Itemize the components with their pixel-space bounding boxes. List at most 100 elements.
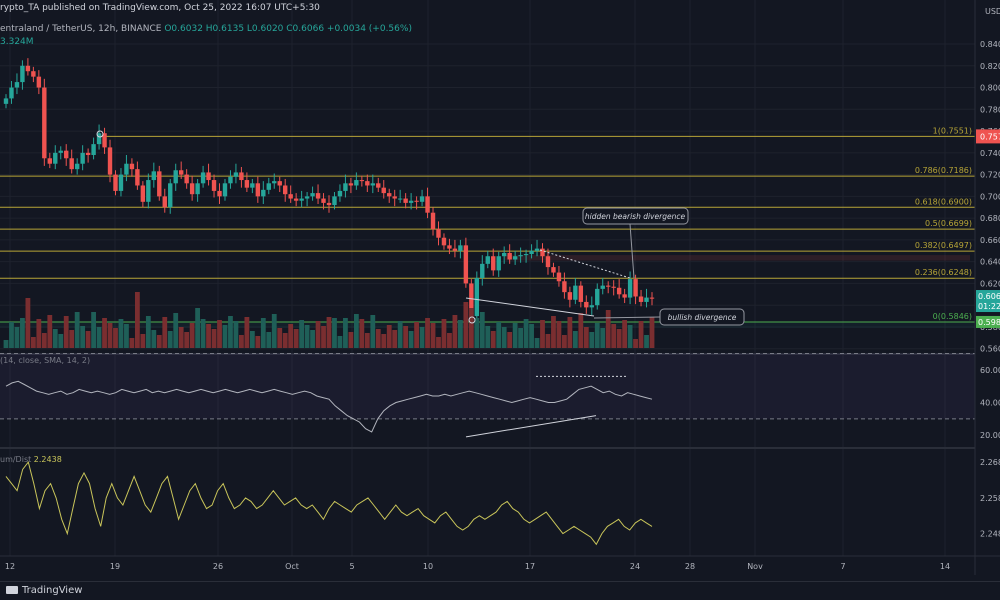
resistance-zone: [505, 255, 970, 261]
candle-body-38: [211, 180, 217, 191]
volume-bar-102: [562, 335, 567, 348]
candle-body-18: [102, 133, 107, 148]
rsi-label[interactable]: (14, close, SMA, 14, 2): [0, 356, 91, 365]
candle-body-86: [474, 277, 480, 317]
price-tick-11: 0.620: [980, 279, 1000, 288]
price-tick-7: 0.700: [980, 192, 1000, 201]
candle-body-33: [184, 174, 189, 184]
candle-body-94: [518, 255, 523, 257]
volume-bar-87: [479, 312, 485, 348]
volume-bar-17: [96, 327, 102, 348]
volume-bar-39: [217, 320, 222, 348]
momentum-line: [5, 460, 653, 546]
volume-bar-0: [3, 340, 9, 348]
volume-readout: 3.324M: [0, 37, 34, 47]
axis-currency: USDT: [985, 7, 1000, 16]
price-tick-5: 0.740: [980, 149, 1000, 158]
rsi-tick-1: 40.00: [980, 399, 1000, 408]
time-tick-7: 24: [630, 562, 640, 571]
candle-body-75: [414, 200, 419, 202]
tradingview-logo[interactable]: TradingView: [6, 585, 82, 596]
candle-body-31: [173, 170, 178, 184]
candle-body-4: [25, 65, 31, 72]
candle-body-105: [578, 285, 584, 302]
volume-bar-41: [228, 316, 233, 348]
candle-body-54: [299, 198, 304, 201]
volume-bar-80: [441, 319, 447, 348]
footer-brand: TradingView: [22, 585, 83, 596]
volume-bar-19: [107, 323, 113, 348]
volume-bar-85: [468, 308, 474, 348]
volume-bar-58: [321, 326, 326, 348]
volume-bar-27: [151, 330, 157, 348]
volume-bar-99: [545, 334, 551, 348]
candle-body-78: [430, 212, 436, 230]
candle-body-106: [584, 301, 589, 308]
badge-fib-top: [976, 129, 1000, 144]
candle-body-100: [551, 267, 556, 273]
candle-body-2: [14, 82, 20, 88]
time-tick-6: 17: [525, 562, 535, 571]
volume-bar-96: [529, 324, 534, 348]
volume-bar-108: [594, 323, 600, 348]
candle-body-92: [507, 252, 512, 260]
volume-bar-32: [178, 327, 184, 348]
candle-body-109: [600, 285, 605, 289]
volume-bar-59: [326, 317, 332, 348]
volume-bar-109: [600, 328, 606, 348]
rsi-tick-0: 60.00: [980, 366, 1000, 375]
rsi-bullish-div-line: [465, 415, 597, 438]
candle-body-115: [633, 279, 638, 297]
candle-body-57: [315, 193, 321, 199]
volume-bar-76: [419, 327, 425, 348]
volume-bar-89: [490, 331, 496, 348]
candle-body-29: [162, 196, 167, 208]
symbol-ohlc: entraland / TetherUS, 12h, BINANCE O0.60…: [0, 24, 412, 34]
volume-bar-14: [80, 326, 86, 348]
candle-body-47: [261, 189, 266, 197]
volume-bar-16: [91, 312, 96, 348]
volume-bar-86: [474, 318, 480, 348]
volume-bar-3: [20, 318, 25, 348]
tradingview-logo-icon: [6, 586, 18, 594]
volume-bar-97: [534, 338, 540, 348]
volume-bar-68: [375, 329, 381, 348]
volume-bar-20: [113, 328, 118, 348]
price-marker-high: [96, 130, 104, 138]
price-tick-6: 0.720: [980, 171, 1000, 180]
candle-body-64: [354, 180, 359, 186]
volume-bar-77: [425, 318, 430, 348]
price-axis-bg: [975, 0, 1000, 575]
candle-body-53: [293, 198, 299, 201]
candle-body-69: [381, 187, 386, 194]
time-tick-0: 12: [5, 562, 15, 571]
ohlc-readout: O0.6032 H0.6135 L0.6020 C0.6066 +0.0034 …: [164, 24, 412, 34]
momentum-label[interactable]: um/Dist 2.2438: [0, 455, 62, 464]
time-tick-4: 5: [349, 562, 354, 571]
volume-bar-112: [616, 329, 622, 348]
volume-bar-36: [200, 319, 206, 348]
volume-bar-90: [496, 322, 502, 348]
callout-bullish-text: bullish divergence: [668, 313, 737, 322]
price-tick-9: 0.660: [980, 236, 1000, 245]
volume-bar-78: [430, 323, 436, 348]
candle-body-51: [283, 185, 288, 195]
candle-body-66: [365, 181, 370, 186]
callout-bullish-pointer: [593, 316, 661, 319]
candle-body-11: [64, 150, 69, 159]
volume-bar-26: [145, 316, 151, 348]
time-tick-11: 14: [940, 562, 950, 571]
volume-bar-106: [583, 327, 589, 348]
symbol-label[interactable]: entraland / TetherUS, 12h, BINANCE: [0, 24, 162, 34]
price-tick-2: 0.800: [980, 84, 1000, 93]
candle-body-21: [118, 174, 124, 191]
candle-body-19: [107, 147, 113, 175]
candle-body-81: [447, 245, 452, 249]
volume-bar-55: [304, 325, 310, 348]
candle-body-5: [31, 71, 36, 77]
volume-bar-49: [271, 314, 277, 348]
volume-bar-117: [644, 335, 649, 348]
volume-bar-28: [156, 335, 162, 348]
volume-bar-18: [102, 318, 107, 348]
